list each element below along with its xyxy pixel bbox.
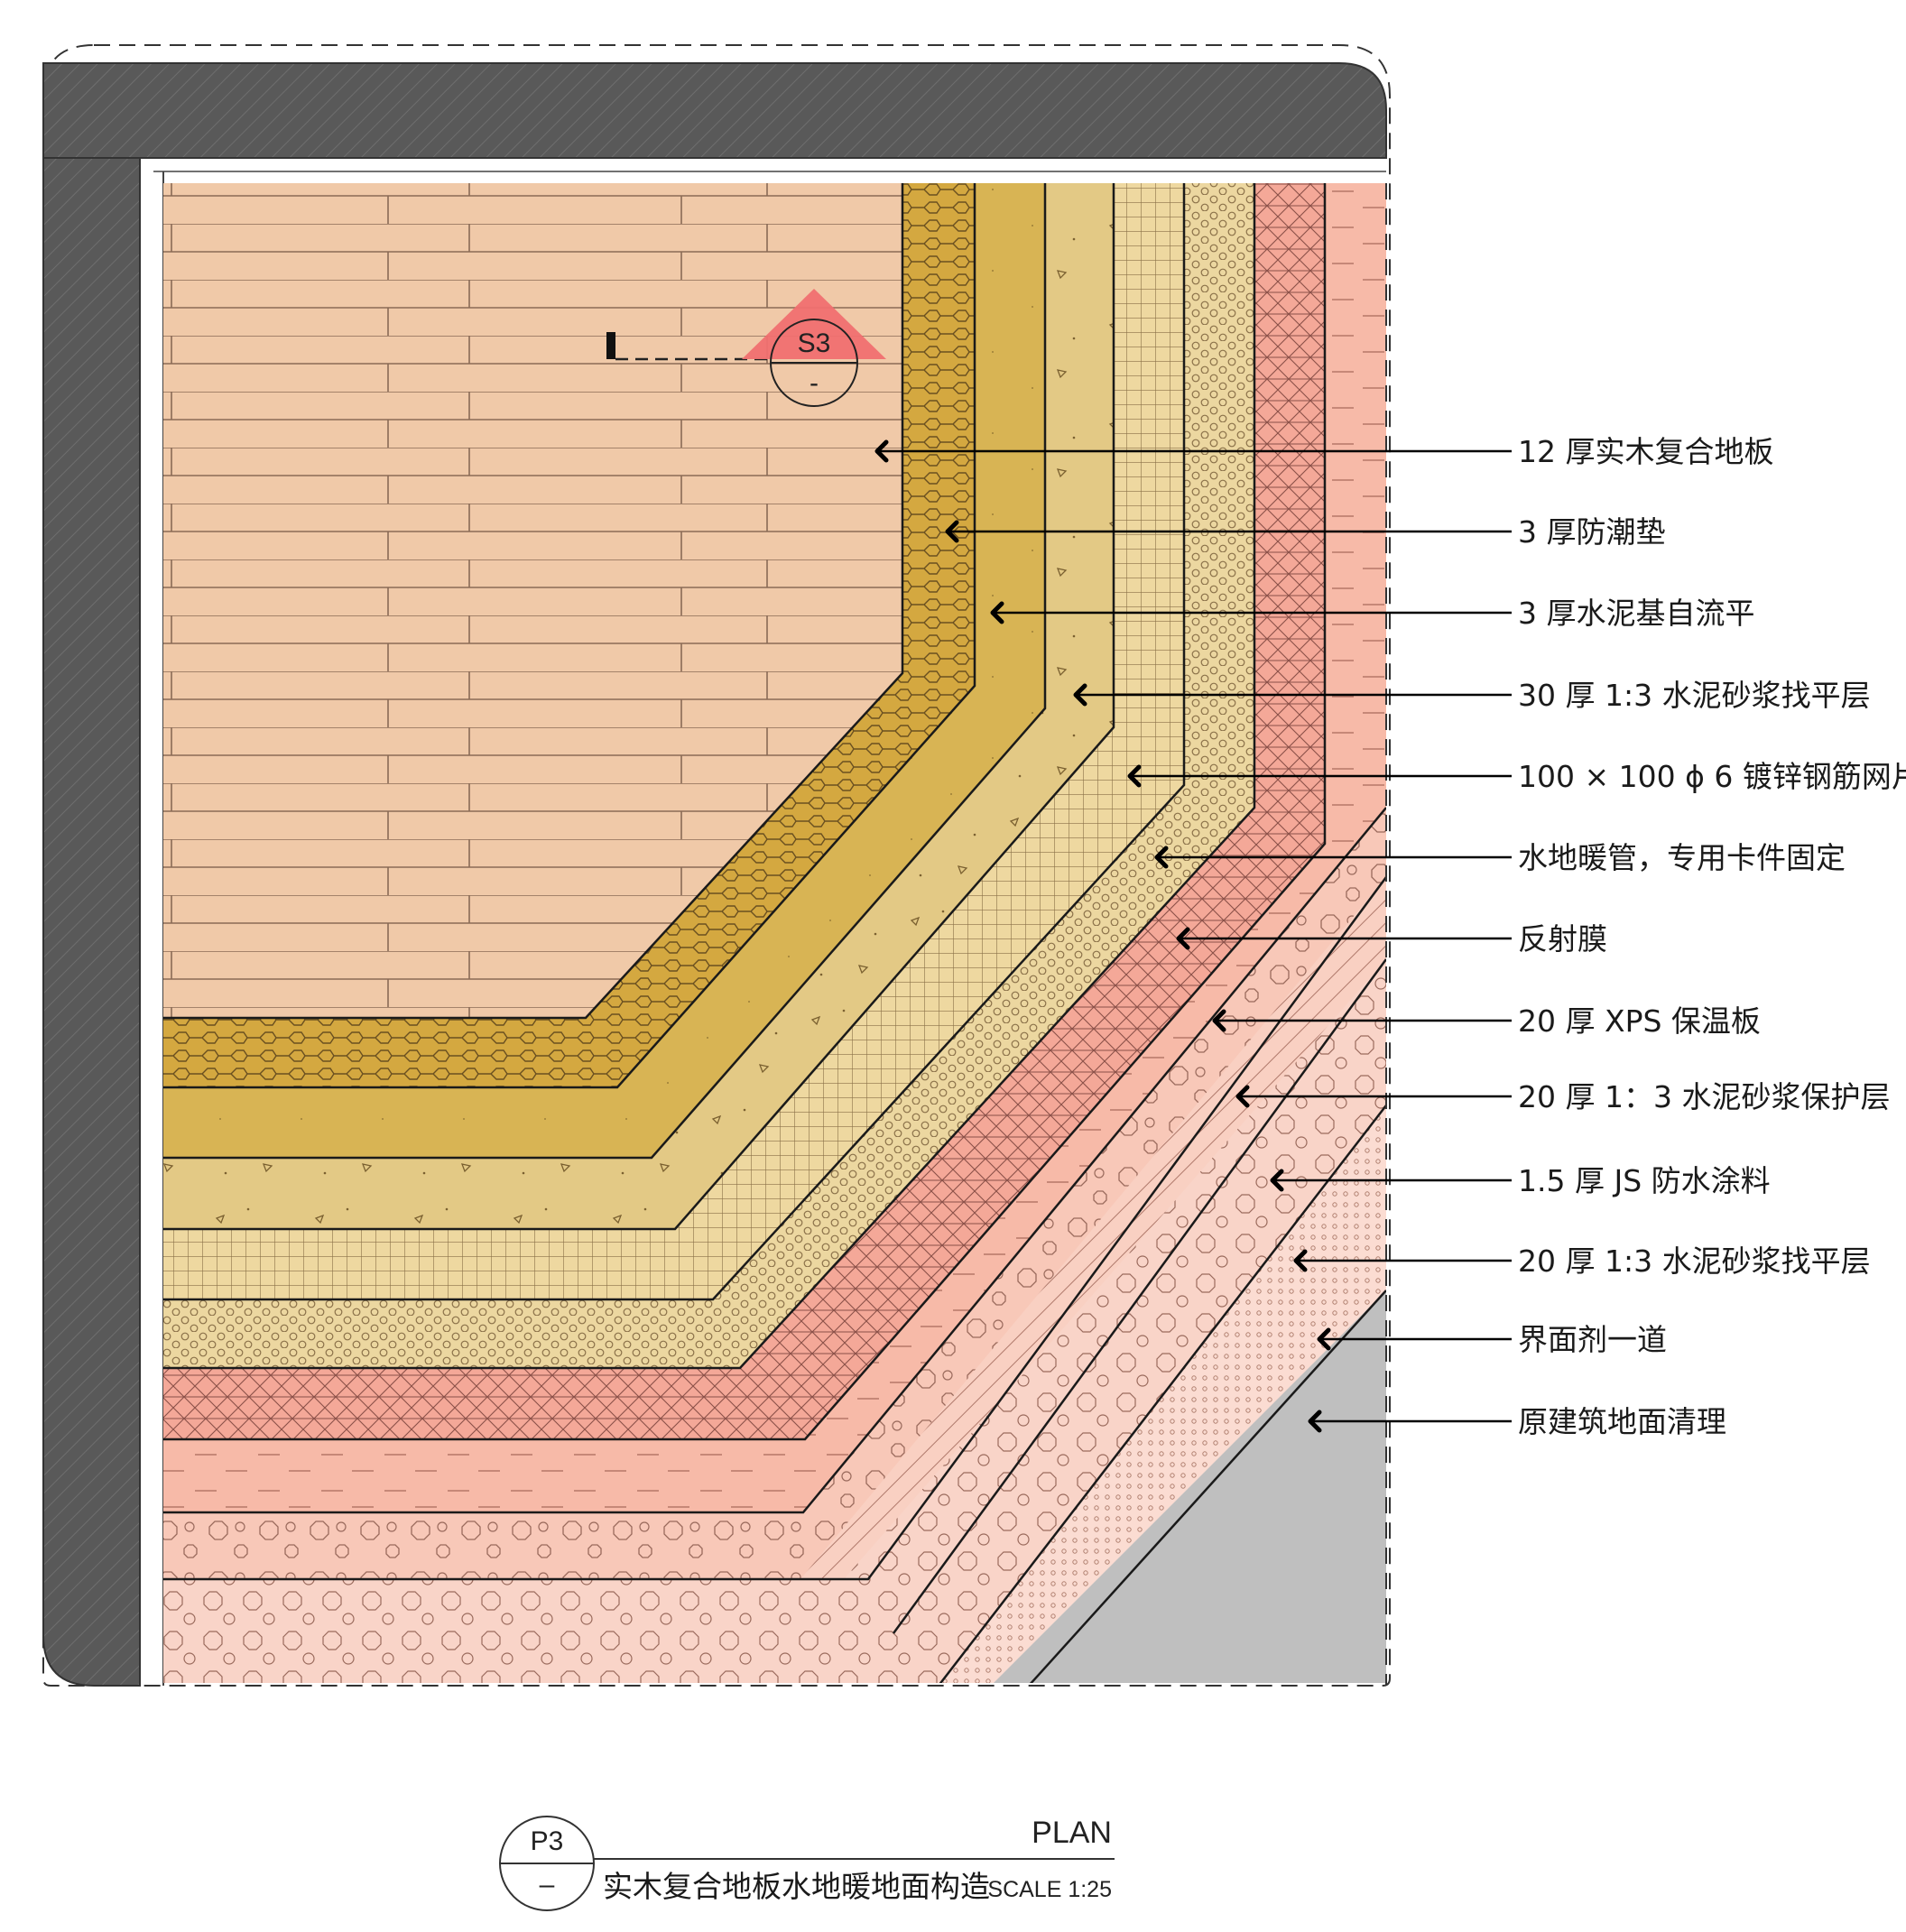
callout-arrow [1073,683,1087,707]
callout-label: 3 厚防潮垫 [1518,514,1666,550]
callout-js-waterproof: 1.5 厚 JS 防水涂料 [1270,1163,1771,1198]
callout-12-wood-floor: 12 厚实木复合地板 [874,434,1773,469]
wall-left [42,157,141,1687]
callout-heating-pipe: 水地暖管，专用卡件固定 [1154,840,1846,875]
edge-self [163,183,1047,1160]
section-sub: - [810,368,819,398]
callout-arrow [1212,1009,1226,1032]
edge-lev [939,1105,1386,1683]
edge-mesh [163,183,1186,1301]
callout-label: 3 厚水泥基自流平 [1518,596,1755,631]
section-cut-tick [606,332,615,359]
callout-label: 界面剂一道 [1518,1322,1667,1357]
callout-arrow [1317,1327,1331,1351]
callout-label: 20 厚 XPS 保温板 [1518,1003,1761,1039]
callout-label: 原建筑地面清理 [1518,1404,1726,1439]
view-type: PLAN [1032,1816,1112,1850]
section-triangle [742,289,886,359]
section-marker: S3 - [606,289,886,407]
callout-original-floor: 原建筑地面清理 [1308,1404,1726,1439]
callout-label: 20 厚 1:3 水泥砂浆找平层 [1518,1243,1871,1279]
callout-leveling-20: 20 厚 1:3 水泥砂浆找平层 [1293,1243,1871,1279]
layer-wood-floor [163,183,902,1018]
callout-rebar-mesh: 100 × 100 ϕ 6 镀锌钢筋网片 [1127,759,1906,794]
edge-wood [163,183,904,1020]
callout-reflective-film: 反射膜 [1176,921,1607,957]
callout-label: 12 厚实木复合地板 [1518,434,1773,469]
callout-label: 30 厚 1:3 水泥砂浆找平层 [1518,678,1871,713]
sheet-reference: – [540,1870,555,1900]
edge-pipe [163,183,1256,1370]
callout-arrow [1176,927,1190,950]
callout-arrow [1293,1249,1308,1272]
callout-arrow [990,601,1004,624]
callout-arrow [1308,1410,1322,1433]
edge-pad [163,183,976,1089]
edge-film [163,183,1327,1441]
drawing-title: 实木复合地板水地暖地面构造 [603,1869,990,1904]
callout-label: 100 × 100 ϕ 6 镀锌钢筋网片 [1518,759,1906,794]
callout-mortar-30: 30 厚 1:3 水泥砂浆找平层 [1073,678,1871,713]
wall-top [42,62,1387,159]
drawing-scale: SCALE 1:25 [987,1877,1112,1902]
title-block: P3 – PLAN 实木复合地板水地暖地面构造 SCALE 1:25 [499,1816,1115,1911]
section-label: S3 [798,328,831,358]
edge-mortar [163,183,1115,1231]
callout-moisture-pad: 3 厚防潮垫 [945,514,1666,550]
edge-xps [163,807,1386,1514]
callout-arrow [1154,846,1169,869]
callout-arrow [1270,1169,1284,1192]
callout-label: 20 厚 1：3 水泥砂浆保护层 [1518,1079,1890,1114]
callout-arrow [874,439,889,463]
callout-arrow [1127,764,1142,788]
callout-label: 水地暖管，专用卡件固定 [1518,840,1846,875]
callout-self-leveling: 3 厚水泥基自流平 [990,596,1755,631]
callout-interface-agent: 界面剂一道 [1317,1322,1667,1357]
callout-xps-board: 20 厚 XPS 保温板 [1212,1003,1761,1039]
layers [163,183,1386,1683]
edge-prot [163,876,1386,1581]
edge-js [892,958,1386,1634]
callout-label: 1.5 厚 JS 防水涂料 [1518,1163,1771,1198]
edge-int [1030,1290,1386,1683]
callout-arrow [945,520,959,543]
callout-protective-mortar: 20 厚 1：3 水泥砂浆保护层 [1235,1079,1890,1114]
drawing-number: P3 [531,1826,564,1856]
callout-arrow [1235,1085,1250,1108]
callout-label: 反射膜 [1518,921,1607,957]
